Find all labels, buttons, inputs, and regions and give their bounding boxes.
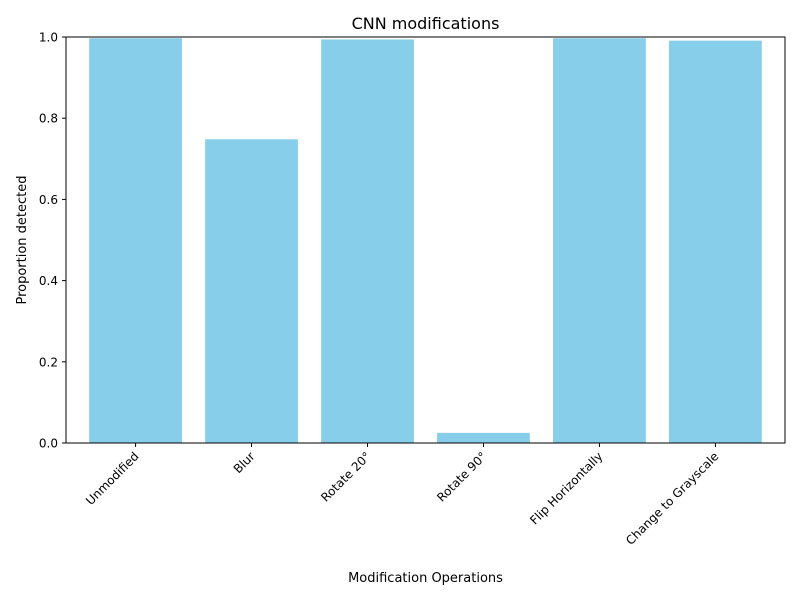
bar-4 — [553, 38, 646, 444]
axes-layer — [65, 36, 786, 444]
x-axis-label: Modification Operations — [348, 571, 503, 586]
x-tick-label: Rotate 90° — [434, 449, 489, 504]
plot-frame — [65, 36, 786, 444]
x-axis-ticks: Unmodified Blur Rotate 20° Rotate 90° Flip H… — [83, 443, 722, 548]
bar-1 — [205, 139, 298, 443]
bar-3 — [437, 432, 530, 443]
y-axis-ticks: 0.0 0.2 0.4 0.6 0.8 1.0 — [39, 31, 66, 451]
y-tick-label: 0.4 — [39, 274, 58, 288]
y-tick-label: 0.6 — [39, 193, 58, 207]
y-axis-label: Proportion detected — [15, 175, 30, 304]
x-tick-label: Flip Horizontally — [527, 449, 605, 527]
x-tick-label: Rotate 20° — [318, 449, 373, 504]
bar-2 — [321, 39, 414, 443]
bar-5 — [669, 40, 762, 444]
x-tick-label: Unmodified — [83, 449, 142, 508]
x-tick-label: Change to Grayscale — [623, 449, 721, 547]
y-tick-label: 1.0 — [39, 31, 58, 45]
y-tick-label: 0.8 — [39, 112, 58, 126]
bars-layer — [89, 38, 762, 444]
y-tick-label: 0.0 — [39, 437, 58, 451]
y-tick-label: 0.2 — [39, 355, 58, 369]
chart-title: CNN modifications — [352, 14, 500, 33]
bar-0 — [89, 38, 182, 444]
x-tick-label: Blur — [231, 449, 258, 476]
